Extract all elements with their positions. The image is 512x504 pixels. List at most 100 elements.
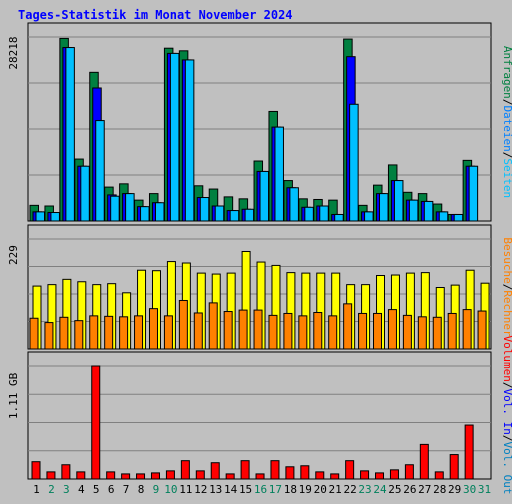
- bar-seiten-day-28: [438, 211, 449, 222]
- x-tick-label: 9: [153, 483, 160, 496]
- bar-seiten-day-9: [154, 202, 165, 222]
- x-tick-label: 20: [314, 483, 327, 496]
- bar-rechner-day-4: [74, 320, 84, 350]
- x-tick-label: 7: [123, 483, 130, 496]
- bar-volumen-day-12: [195, 470, 205, 480]
- bar-volumen-day-27: [419, 443, 429, 480]
- legend-entry: Vol. In: [501, 389, 512, 435]
- legend-separator: /: [501, 284, 512, 291]
- bar-seiten-day-7: [125, 193, 135, 222]
- bar-rechner-day-9: [148, 308, 158, 350]
- bar-rechner-day-24: [373, 312, 383, 350]
- bar-seiten-day-19: [304, 206, 314, 222]
- bar-volumen-day-15: [240, 460, 250, 480]
- y-max-label-bottom: 1.11 GB: [7, 372, 20, 419]
- bar-seiten-day-20: [319, 205, 329, 222]
- legend-entry: Vol. Out: [501, 441, 512, 494]
- bar-volumen-day-21: [330, 473, 340, 480]
- bar-seiten-day-17: [274, 126, 284, 222]
- x-tick-label: 31: [478, 483, 491, 496]
- x-tick-label: 23: [358, 483, 371, 496]
- bar-rechner-day-7: [119, 316, 129, 350]
- bar-volumen-day-25: [389, 469, 399, 480]
- bar-rechner-day-3: [59, 316, 69, 350]
- x-tick-label: 10: [164, 483, 177, 496]
- series-volumen: [31, 365, 474, 480]
- bar-seiten-day-10: [169, 52, 180, 222]
- x-tick-label: 25: [388, 483, 401, 496]
- bar-volumen-day-2: [46, 471, 56, 480]
- bar-volumen-day-23: [360, 470, 370, 480]
- legend-middle: Besuche/Rechner: [501, 237, 512, 337]
- bar-rechner-day-23: [358, 312, 368, 350]
- bar-rechner-day-13: [208, 302, 218, 350]
- x-tick-label: 22: [343, 483, 356, 496]
- bar-seiten-day-6: [110, 195, 120, 222]
- bar-seiten-day-30: [468, 165, 479, 222]
- x-tick-label: 3: [63, 483, 70, 496]
- chart-title: Tages-Statistik im Monat November 2024: [18, 8, 293, 22]
- bar-rechner-day-30: [462, 309, 472, 350]
- bar-rechner-day-26: [402, 314, 412, 350]
- bar-rechner-day-29: [447, 312, 457, 350]
- panel-top: 28218: [7, 22, 492, 222]
- bar-rechner-day-28: [432, 316, 442, 350]
- bar-seiten-day-24: [379, 193, 389, 222]
- bar-volumen-day-1: [31, 461, 41, 480]
- bar-rechner-day-31: [477, 310, 487, 350]
- bar-seiten-day-13: [214, 205, 225, 222]
- bar-rechner-day-22: [343, 303, 353, 350]
- bar-rechner-day-8: [134, 315, 144, 350]
- bar-rechner-day-1: [29, 317, 39, 350]
- panel-middle: 229: [7, 224, 492, 350]
- bar-rechner-day-15: [238, 309, 248, 350]
- bar-volumen-day-29: [449, 454, 459, 480]
- bar-seiten-day-16: [259, 170, 270, 222]
- bar-volumen-day-14: [225, 473, 235, 480]
- bar-volumen-day-13: [210, 462, 220, 480]
- bar-seiten-day-23: [364, 211, 374, 222]
- x-tick-label: 19: [299, 483, 312, 496]
- bar-seiten-day-8: [140, 206, 150, 222]
- legend-top: Anfragen/Dateien/Seiten: [501, 46, 512, 198]
- bar-rechner-day-11: [178, 299, 188, 350]
- legend-entry: Dateien: [501, 105, 512, 151]
- legend-entry: Volumen: [501, 336, 512, 382]
- bar-volumen-day-17: [270, 460, 280, 480]
- chart-panels: 28218 229 1.11 GB: [7, 22, 492, 480]
- bar-volumen-day-5: [91, 365, 101, 480]
- bar-seiten-day-25: [393, 180, 404, 222]
- bar-seiten-day-11: [184, 59, 195, 222]
- bar-seiten-day-14: [229, 210, 240, 222]
- bar-rechner-day-6: [104, 315, 114, 350]
- bar-rechner-day-20: [313, 311, 323, 350]
- legend-entry: Rechner: [501, 290, 512, 337]
- bar-rechner-day-21: [328, 315, 338, 350]
- bar-volumen-day-4: [76, 471, 86, 480]
- x-tick-label: 28: [433, 483, 446, 496]
- bar-volumen-day-30: [464, 424, 474, 480]
- bar-seiten-day-12: [199, 197, 210, 222]
- bar-rechner-day-2: [44, 322, 54, 350]
- x-tick-label: 24: [373, 483, 387, 496]
- bar-volumen-day-18: [285, 466, 295, 480]
- x-tick-label: 16: [254, 483, 267, 496]
- plot-area-bottom: [27, 351, 492, 480]
- legend-entry: Seiten: [501, 158, 512, 198]
- legend-separator: /: [501, 435, 512, 442]
- bar-rechner-day-12: [193, 312, 203, 350]
- x-tick-label: 13: [209, 483, 222, 496]
- x-tick-label: 4: [78, 483, 85, 496]
- bar-seiten-day-21: [334, 213, 344, 222]
- bar-volumen-day-19: [300, 465, 310, 480]
- legend-separator: /: [501, 152, 512, 159]
- series-rechner: [29, 299, 487, 350]
- x-tick-label: 21: [329, 483, 342, 496]
- x-tick-label: 12: [194, 483, 207, 496]
- bar-volumen-day-7: [121, 473, 131, 480]
- x-tick-label: 5: [93, 483, 100, 496]
- x-tick-label: 17: [269, 483, 282, 496]
- bar-seiten-day-5: [95, 120, 105, 222]
